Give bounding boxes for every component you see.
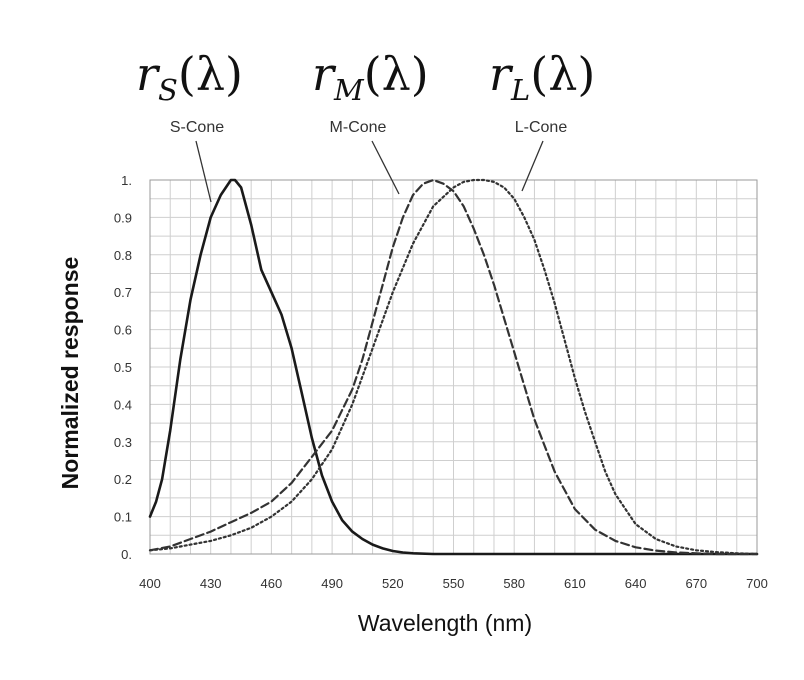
y-axis-label: Normalized response (57, 257, 83, 490)
l-cone-math-label: rL(λ) (489, 47, 595, 107)
y-tick-label: 0.8 (114, 248, 132, 263)
y-tick-label: 0. (121, 547, 132, 562)
y-tick-label: 0.2 (114, 472, 132, 487)
s-cone-leader-line (195, 140, 212, 203)
m-cone-math-label: rM(λ) (312, 47, 429, 107)
x-tick-label: 400 (139, 576, 161, 591)
series-labels: S-Cone rS(λ) M-Cone rM(λ) L-Cone rL(λ) (136, 47, 595, 136)
x-tick-label: 550 (443, 576, 465, 591)
x-tick-label: 490 (321, 576, 343, 591)
l-cone-curve (148, 178, 759, 556)
x-tick-label: 640 (625, 576, 647, 591)
x-tick-label: 580 (503, 576, 525, 591)
m-cone-curve (148, 178, 759, 556)
y-tick-label: 0.5 (114, 360, 132, 375)
m-cone-leader-line (371, 140, 400, 195)
x-tick-label: 700 (746, 576, 768, 591)
l-cone-label: L-Cone (515, 119, 568, 136)
y-tick-label: 0.1 (114, 510, 132, 525)
y-tick-label: 0.9 (114, 210, 132, 225)
x-tick-label: 430 (200, 576, 222, 591)
s-cone-math-label: rS(λ) (136, 47, 243, 107)
m-cone-label: M-Cone (330, 119, 387, 136)
y-tick-label: 0.3 (114, 435, 132, 450)
y-tick-label: 0.6 (114, 323, 132, 338)
x-tick-label: 520 (382, 576, 404, 591)
s-cone-curve (148, 178, 759, 556)
x-tick-label: 460 (261, 576, 283, 591)
l-cone-leader-line (521, 140, 544, 192)
grid (150, 180, 757, 554)
s-cone-label: S-Cone (170, 119, 224, 136)
leader-lines (195, 140, 544, 203)
x-axis-label: Wavelength (nm) (358, 610, 532, 636)
y-tick-label: 0.4 (114, 397, 132, 412)
y-tick-label: 1. (121, 173, 132, 188)
x-tick-label: 670 (685, 576, 707, 591)
y-tick-label: 0.7 (114, 285, 132, 300)
tick-labels: 400 430 460 490 520 550 580 610 640 670 700 0. 0.1 0.… (114, 173, 768, 591)
curves (148, 178, 759, 556)
x-tick-label: 610 (564, 576, 586, 591)
